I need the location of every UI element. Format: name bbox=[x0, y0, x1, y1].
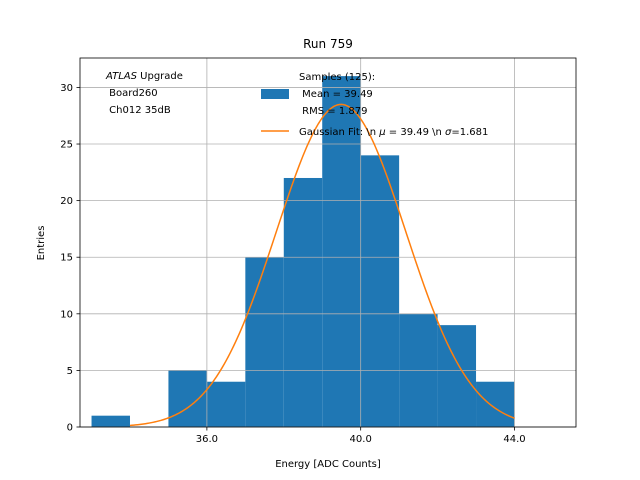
histogram-bar bbox=[245, 257, 284, 427]
y-tick-label: 15 bbox=[60, 253, 73, 264]
x-axis-label: Energy [ADC Counts] bbox=[275, 459, 381, 470]
y-tick-label: 30 bbox=[60, 83, 73, 94]
legend-samples-line-3: RMS = 1.879 bbox=[299, 106, 367, 117]
x-axis-ticks: 36.0 40.0 44.0 bbox=[196, 427, 526, 445]
histogram-bar bbox=[437, 325, 477, 427]
annotation-experiment: ATLAS bbox=[105, 71, 138, 82]
histogram-bar bbox=[283, 177, 323, 427]
y-tick-label: 0 bbox=[67, 423, 73, 434]
histogram-bar bbox=[168, 370, 207, 427]
annotation-experiment-suffix: Upgrade bbox=[137, 71, 183, 82]
y-tick-label: 10 bbox=[60, 309, 73, 320]
annotation-line-1: ATLAS Upgrade bbox=[105, 71, 183, 82]
legend-fit-mid: = 39.49 \n bbox=[386, 127, 445, 138]
plot-frame bbox=[79, 57, 577, 428]
y-tick-label: 20 bbox=[60, 196, 73, 207]
x-tick-label: 36.0 bbox=[196, 434, 218, 445]
x-tick-label: 44.0 bbox=[503, 434, 525, 445]
annotation-line-3: Ch012 35dB bbox=[106, 105, 171, 116]
y-tick-label: 5 bbox=[67, 366, 73, 377]
histogram-bar bbox=[476, 381, 515, 427]
legend-fit-suffix: =1.681 bbox=[451, 127, 488, 138]
legend-fit-prefix: Gaussian Fit: \n bbox=[299, 127, 379, 138]
legend-fit-mu: μ bbox=[378, 127, 385, 138]
experiment-annotation: ATLAS Upgrade Board260 Ch012 35dB bbox=[105, 71, 183, 116]
legend-samples-line-1: Samples (125): bbox=[299, 72, 375, 83]
histogram-bar bbox=[322, 76, 361, 428]
histogram-bar bbox=[91, 415, 130, 427]
x-tick-label: 40.0 bbox=[350, 434, 372, 445]
legend-bar-swatch bbox=[261, 89, 289, 99]
y-axis-label: Entries bbox=[36, 226, 47, 261]
gaussian-fit-curve bbox=[129, 103, 515, 427]
legend-fit-label: Gaussian Fit: \n μ = 39.49 \n σ=1.681 bbox=[299, 127, 488, 138]
y-axis-ticks: 0 5 10 15 20 25 30 bbox=[60, 83, 80, 434]
legend: Samples (125): Mean = 39.49 RMS = 1.879 … bbox=[261, 72, 488, 138]
histogram-bar bbox=[206, 381, 246, 427]
chart-title: Run 759 bbox=[303, 37, 353, 51]
annotation-line-2: Board260 bbox=[106, 88, 158, 99]
legend-fit-sigma: σ bbox=[445, 127, 452, 138]
y-tick-label: 25 bbox=[60, 140, 73, 151]
legend-samples-line-2: Mean = 39.49 bbox=[299, 89, 373, 100]
